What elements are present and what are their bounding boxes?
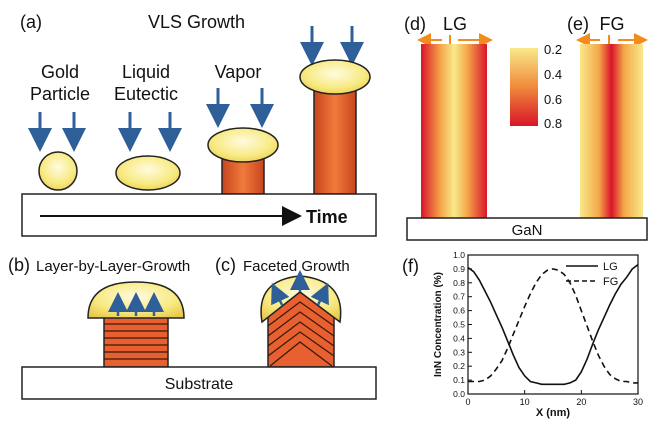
y-tick-label: 0.7	[453, 292, 465, 302]
colorbar-tick: 0.8	[544, 116, 562, 131]
gold-particle-icon	[38, 151, 78, 191]
x-tick-label: 20	[576, 397, 586, 407]
layer-growth-arrows	[108, 292, 164, 316]
time-label: Time	[306, 207, 348, 227]
y-tick-label: 0.4	[453, 333, 465, 343]
panel-e-label: (e)	[567, 14, 589, 34]
y-tick-label: 0.6	[453, 306, 465, 316]
vapor-droplet-icon	[207, 127, 279, 163]
panel-f-label: (f)	[402, 256, 419, 276]
colorbar-tick: 0.6	[544, 92, 562, 107]
lg-concentration-map	[421, 44, 487, 218]
layered-pillar	[103, 316, 169, 368]
vapor-arrows	[28, 26, 364, 152]
colorbar-tick: 0.2	[544, 42, 562, 57]
y-tick-label: 0.5	[453, 320, 465, 330]
panel-de: (d) LG (e) FG 0.2 0.4 0.6 0.8 GaN	[404, 14, 648, 241]
x-tick-label: 0	[465, 397, 470, 407]
tall-droplet-icon	[299, 59, 371, 95]
legend-label: LG	[603, 261, 618, 273]
gan-substrate	[406, 217, 648, 241]
panel-a-label: (a)	[20, 12, 42, 32]
colorbar-tick: 0.4	[544, 67, 562, 82]
y-axis-label: InN Concentration (%)	[433, 272, 444, 377]
y-tick-label: 0.3	[453, 347, 465, 357]
panel-e-title: FG	[600, 14, 625, 34]
concentration-chart: 0.0 0.1 0.2 0.3 0.4 0.5 0.6 0.7 0.8 0.9 1.0 0 10 20 30…	[433, 250, 643, 419]
y-tick-label: 0.9	[453, 264, 465, 274]
gold-particle-label-line2: Particle	[30, 84, 90, 104]
faceted-growth-arrows	[271, 270, 329, 306]
growth-arrow-icon	[271, 282, 290, 306]
x-axis-label: X (nm)	[536, 407, 571, 419]
liquid-eutectic-label-line1: Liquid	[122, 62, 170, 82]
y-tick-label: 0.8	[453, 278, 465, 288]
legend-label: FG	[603, 276, 618, 288]
panel-d-label: (d)	[404, 14, 426, 34]
liquid-eutectic-label-line2: Eutectic	[114, 84, 178, 104]
panel-c-title: Faceted Growth	[243, 258, 350, 275]
x-tick-label: 10	[520, 397, 530, 407]
fg-concentration-map	[580, 44, 643, 218]
series-line-lg	[467, 264, 639, 386]
panel-b-label: (b)	[8, 255, 30, 275]
panel-a-title: VLS Growth	[148, 12, 245, 32]
gan-label: GaN	[512, 222, 543, 239]
vapor-label: Vapor	[215, 62, 262, 82]
y-tick-label: 0.2	[453, 361, 465, 371]
nanowire-pillar-tall	[313, 89, 357, 195]
substrate-slab	[21, 366, 377, 400]
series-line-fg	[468, 268, 638, 384]
panel-b-title: Layer-by-Layer-Growth	[36, 258, 190, 275]
panel-a: (a) VLS Growth Gold Particle Liquid Eute…	[20, 12, 377, 237]
y-tick-label: 0.0	[453, 389, 465, 399]
faceted-pillar	[267, 291, 335, 368]
gold-particle-label-line1: Gold	[41, 62, 79, 82]
panel-f: (f) 0.0 0.1 0.2 0.3 0.4 0.5 0.6 0.7 0.8 0.9 1.0 0 10…	[402, 250, 643, 419]
panel-bc: (b) Layer-by-Layer-Growth (c) Faceted Gr…	[8, 255, 377, 400]
y-tick-label: 1.0	[453, 250, 465, 260]
y-tick-label: 0.1	[453, 375, 465, 385]
colorbar	[510, 48, 538, 126]
growth-arrow-icon	[310, 282, 329, 306]
substrate-label: Substrate	[165, 376, 234, 393]
panel-c-label: (c)	[215, 255, 236, 275]
x-tick-label: 30	[633, 397, 643, 407]
panel-d-title: LG	[443, 14, 467, 34]
liquid-eutectic-droplet-icon	[115, 155, 181, 191]
